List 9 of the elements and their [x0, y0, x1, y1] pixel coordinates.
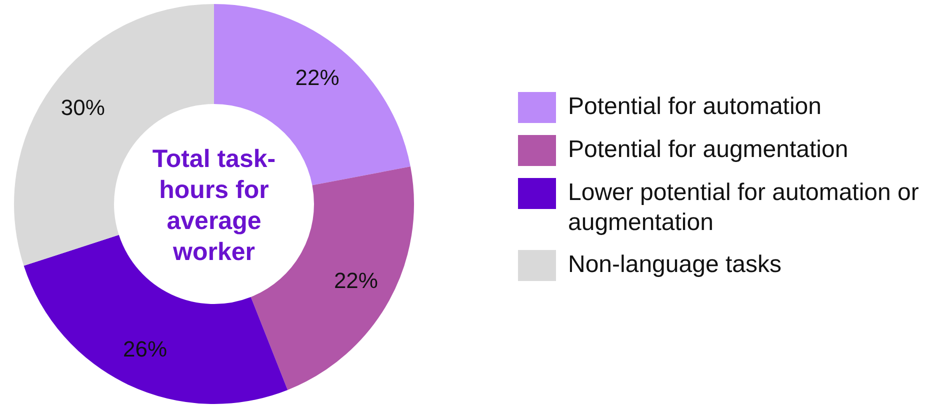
legend-label: Potential for automation — [568, 92, 822, 122]
data-label: 22% — [334, 268, 378, 294]
data-label: 26% — [123, 336, 168, 362]
legend-label: Non-language tasks — [568, 250, 782, 280]
data-label: 22% — [295, 65, 340, 90]
legend-label: Potential for augmentation — [568, 135, 848, 165]
text: Total task-hours for average worker — [151, 144, 277, 268]
legend-label: Lower potential for automation or augmentation — [568, 178, 920, 238]
data-label: 30% — [60, 94, 105, 120]
